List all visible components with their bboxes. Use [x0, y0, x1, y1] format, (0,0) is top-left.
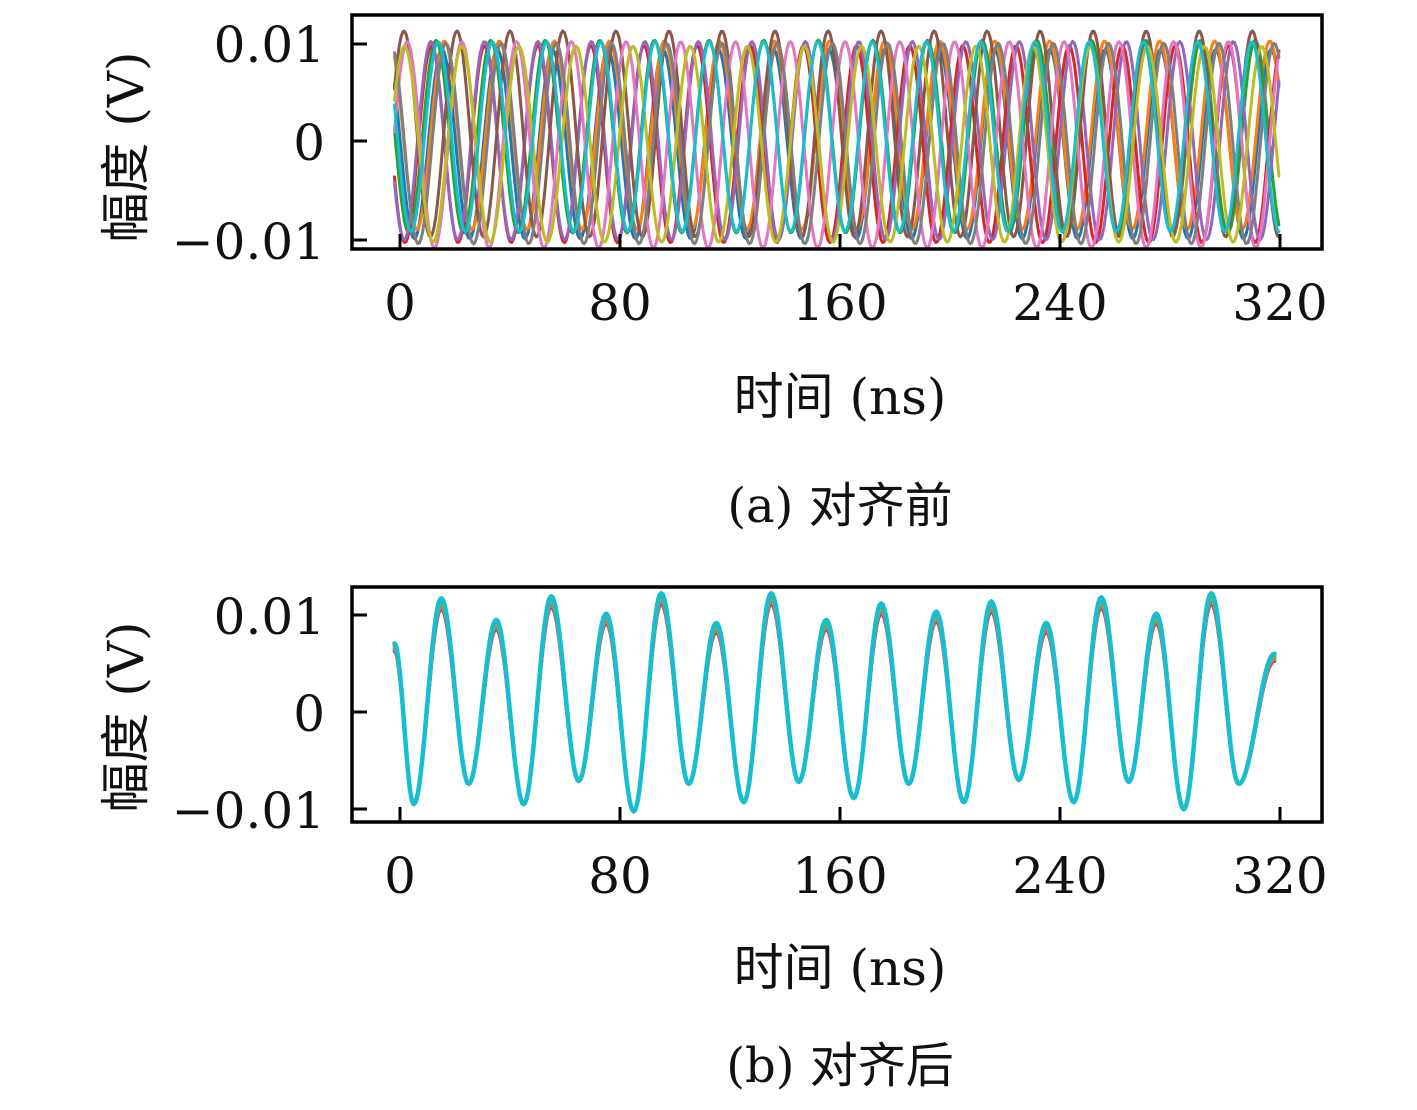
y-tick-label-a-0: 0.01 [214, 16, 325, 74]
plot-frame-a [350, 13, 1324, 251]
x-tick-label-a-2: 160 [792, 274, 887, 332]
y-tick-label-a-1: 0 [293, 114, 325, 172]
x-axis-label-b: 时间 (ns) [734, 939, 947, 997]
panel-b: 0 80 160 240 320 0.01 0 −0.01 幅度 (V) 时间 … [97, 585, 1328, 1094]
x-tick-label-a-4: 320 [1232, 274, 1327, 332]
x-tick-label-b-2: 160 [792, 847, 887, 905]
y-tick-label-b-2: −0.01 [172, 782, 325, 840]
x-tick-label-b-4: 320 [1232, 847, 1327, 905]
trace-b-9 [392, 591, 1277, 814]
x-tick-label-a-3: 240 [1012, 274, 1107, 332]
x-tick-label-a-0: 0 [384, 274, 416, 332]
x-tick-label-b-1: 80 [588, 847, 652, 905]
y-tick-label-a-2: −0.01 [172, 213, 325, 271]
x-axis-label-a: 时间 (ns) [734, 368, 947, 426]
trace-a-7 [393, 41, 1281, 246]
y-axis-label-a: 幅度 (V) [97, 51, 155, 242]
y-axis-label-b: 幅度 (V) [97, 621, 155, 812]
caption-a: (a) 对齐前 [727, 478, 952, 534]
trace-a-8 [393, 44, 1281, 244]
x-tick-label-b-0: 0 [384, 847, 416, 905]
traces-b [392, 591, 1277, 814]
x-tick-label-b-3: 240 [1012, 847, 1107, 905]
y-tick-label-b-0: 0.01 [214, 588, 325, 646]
x-tick-label-a-1: 80 [588, 274, 652, 332]
panel-a: 0 80 160 240 320 0.01 0 −0.01 幅度 (V) 时间 … [97, 13, 1328, 534]
plot-frame-b [350, 585, 1324, 824]
trace-a-9 [393, 40, 1281, 234]
y-tick-label-b-1: 0 [293, 685, 325, 743]
caption-b: (b) 对齐后 [726, 1038, 953, 1094]
traces-a [393, 29, 1281, 250]
